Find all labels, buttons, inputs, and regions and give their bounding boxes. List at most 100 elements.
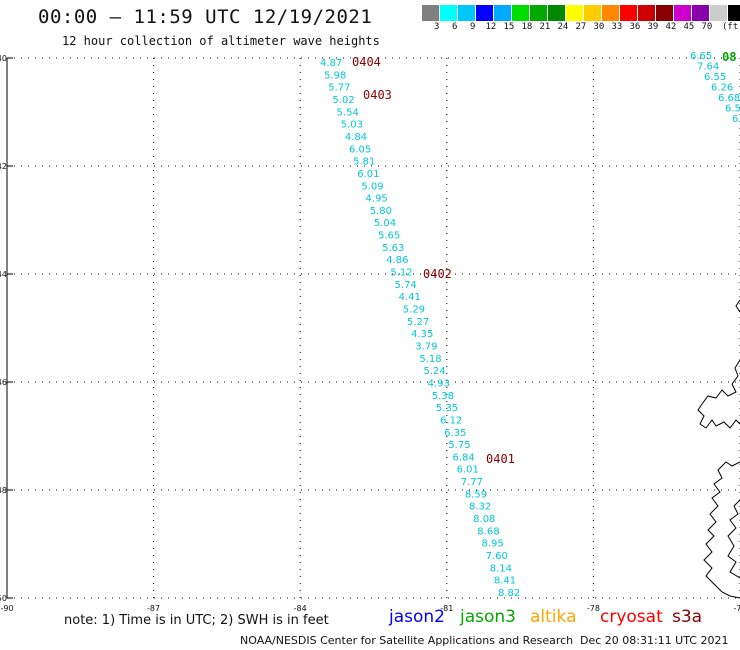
wave-height-value: 6.5 <box>725 104 740 115</box>
map-subtitle: 12 hour collection of altimeter wave hei… <box>62 34 380 48</box>
color-swatch <box>440 5 458 21</box>
color-swatch <box>692 5 710 21</box>
wave-height-value: 4.95 <box>366 194 388 205</box>
latitude-label: -48 <box>0 486 7 495</box>
wave-height-value: 6.12 <box>440 415 462 426</box>
credit-line: NOAA/NESDIS Center for Satellite Applica… <box>240 634 574 647</box>
wave-height-value: 8.82 <box>498 588 520 599</box>
wave-height-value: 4.86 <box>386 255 408 266</box>
color-swatch <box>656 5 674 21</box>
color-swatch <box>710 5 728 21</box>
pass-time-label: 0403 <box>363 88 392 102</box>
color-scale-label: 9 <box>470 22 476 32</box>
wave-height-value: 6.26 <box>711 83 733 94</box>
wave-height-value: 5.54 <box>337 107 359 118</box>
wave-height-value: 5.81 <box>353 157 375 168</box>
footer-note: note: 1) Time is in UTC; 2) SWH is in fe… <box>64 613 329 628</box>
wave-height-value: 7.64 <box>697 62 719 73</box>
wave-height-value: 6.55 <box>704 72 726 83</box>
longitude-label: -78 <box>587 604 600 613</box>
color-scale-label: 42 <box>665 22 677 32</box>
color-scale-label: 30 <box>593 22 605 32</box>
latitude-label: -42 <box>0 162 7 171</box>
color-swatch <box>674 5 692 21</box>
wave-height-value: 5.09 <box>361 181 383 192</box>
wave-height-value: 6.05 <box>349 144 371 155</box>
wave-height-value: 4.41 <box>399 292 421 303</box>
latitude-label: -46 <box>0 378 7 387</box>
satellite-legend-item: s3a <box>672 607 703 627</box>
color-swatch <box>728 5 740 21</box>
color-swatch <box>548 5 566 21</box>
wave-height-value: 6.68 <box>718 93 740 104</box>
wave-height-value: 5.04 <box>374 218 396 229</box>
color-swatch <box>530 5 548 21</box>
wave-height-value: 5.29 <box>403 305 425 316</box>
wave-height-value: 5.75 <box>448 440 470 451</box>
color-swatch <box>638 5 656 21</box>
wave-height-value: 6.84 <box>452 452 474 463</box>
color-swatch <box>458 5 476 21</box>
color-scale-label: 15 <box>503 22 515 32</box>
longitude-label: -81 <box>440 604 453 613</box>
wave-height-value: 5.03 <box>341 120 363 131</box>
color-swatch <box>476 5 494 21</box>
color-swatch <box>602 5 620 21</box>
wave-height-value: 8.95 <box>481 539 503 550</box>
wave-height-value: 4.84 <box>345 132 367 143</box>
wave-height-value: 5.80 <box>370 206 392 217</box>
latitude-label: -50 <box>0 594 7 603</box>
color-scale-label: 12 <box>485 22 497 32</box>
wave-height-value: 3.79 <box>415 341 437 352</box>
color-swatch <box>620 5 638 21</box>
color-scale-label: 3 <box>434 22 440 32</box>
color-scale-label: 6 <box>452 22 458 32</box>
color-scale-label: 70 <box>701 22 713 32</box>
wave-height-value: 5.74 <box>395 280 417 291</box>
coastline <box>697 359 740 599</box>
wave-height-value: 5.98 <box>324 70 346 81</box>
wave-height-color-scale <box>422 5 740 21</box>
wave-height-value: 5.12 <box>390 268 412 279</box>
color-scale-label: 39 <box>647 22 659 32</box>
longitude-label: -90 <box>0 604 13 613</box>
satellite-legend-item: jason3 <box>460 607 516 627</box>
wave-height-value: 6.01 <box>457 465 479 476</box>
wave-height-value: 5.77 <box>328 83 350 94</box>
latitude-label: -44 <box>0 270 7 279</box>
wave-height-value: 5.38 <box>432 391 454 402</box>
wave-height-value: 6.01 <box>357 169 379 180</box>
wave-height-value: 6.35 <box>444 428 466 439</box>
color-swatch <box>566 5 584 21</box>
color-scale-label: 18 <box>521 22 533 32</box>
pass-time-label: 0404 <box>352 55 381 69</box>
generated-timestamp: Dec 20 08:31:11 UTC 2021 <box>580 634 729 647</box>
wave-height-value: 5.65 <box>378 231 400 242</box>
map-title: 00:00 – 11:59 UTC 12/19/2021 <box>38 6 373 28</box>
wave-height-value: 8.68 <box>477 526 499 537</box>
longitude-label: -84 <box>294 604 307 613</box>
wave-height-value: 8.59 <box>465 489 487 500</box>
pass-time-label: 0401 <box>486 452 515 466</box>
wave-height-value: 6 <box>732 114 738 125</box>
wave-height-value: 8.32 <box>469 502 491 513</box>
color-scale-label: 27 <box>575 22 587 32</box>
wave-height-value: 8.14 <box>490 563 512 574</box>
color-swatch <box>422 5 440 21</box>
wave-height-value: 8.41 <box>494 576 516 587</box>
wave-height-value: 5.18 <box>419 354 441 365</box>
wave-height-value: 6.65 <box>690 51 712 62</box>
latitude-label: -40 <box>0 54 7 63</box>
wave-height-value: 4.87 <box>320 58 342 69</box>
color-swatch <box>494 5 512 21</box>
satellite-legend-item: jason2 <box>389 607 445 627</box>
satellite-legend-item: cryosat <box>600 607 663 627</box>
wave-height-value: 5.27 <box>407 317 429 328</box>
wave-height-value: 5.35 <box>436 403 458 414</box>
wave-height-value: 7.60 <box>486 551 508 562</box>
color-swatch <box>512 5 530 21</box>
color-scale-label: 24 <box>557 22 569 32</box>
longitude-label: -75 <box>733 604 740 613</box>
